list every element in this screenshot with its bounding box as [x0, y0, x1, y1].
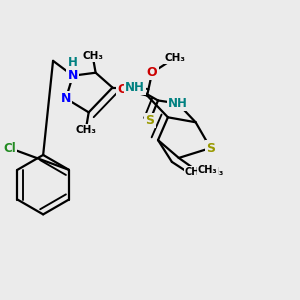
Text: N: N [61, 92, 71, 105]
Text: O: O [147, 66, 158, 79]
Text: N: N [68, 69, 78, 82]
Text: NH: NH [168, 97, 188, 110]
Text: S: S [146, 114, 154, 127]
Text: NH: NH [125, 81, 145, 94]
Text: O: O [117, 83, 128, 96]
Text: H: H [68, 56, 78, 69]
Text: Cl: Cl [3, 142, 16, 154]
Text: CH₃: CH₃ [82, 51, 103, 61]
Text: CH₃: CH₃ [164, 53, 185, 63]
Text: CH₃: CH₃ [198, 165, 217, 175]
Text: CH₂CH₃: CH₂CH₃ [185, 167, 224, 177]
Text: CH₃: CH₃ [75, 125, 96, 135]
Text: S: S [206, 142, 215, 154]
